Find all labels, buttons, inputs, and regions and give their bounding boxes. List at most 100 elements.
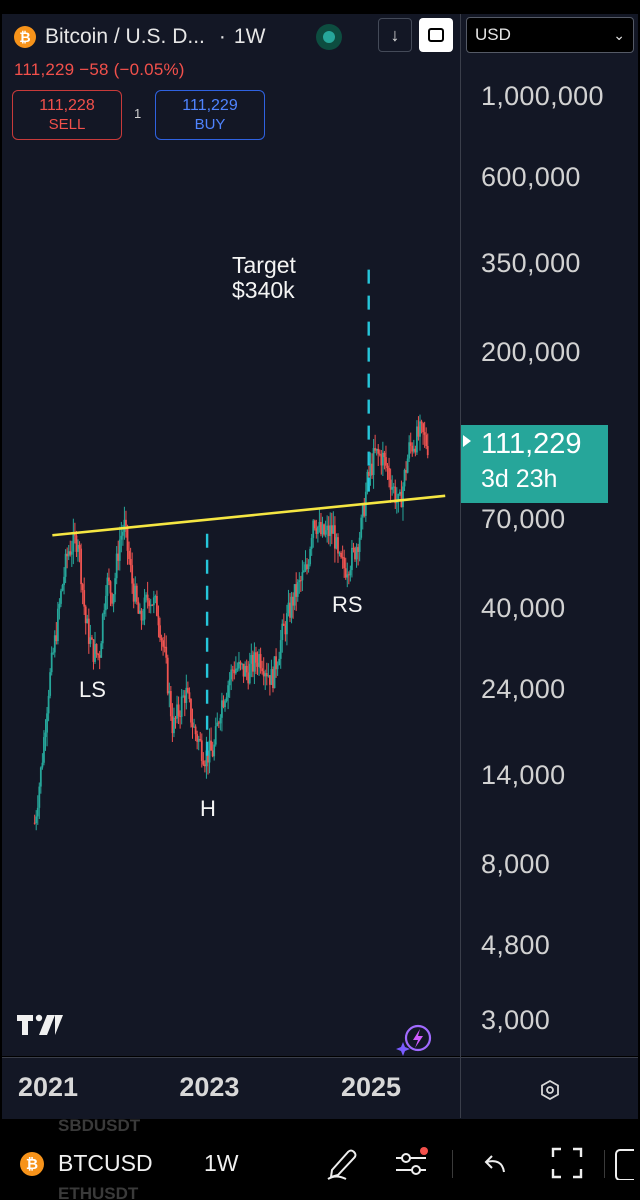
- candle-body: [109, 581, 112, 594]
- candle-body: [268, 675, 271, 685]
- candle-body: [225, 697, 228, 702]
- candle-body: [168, 691, 171, 694]
- candle-body: [344, 568, 347, 578]
- chart-pane[interactable]: [2, 14, 460, 1056]
- candle-body: [381, 452, 384, 466]
- candle-body: [182, 695, 185, 697]
- candle-body: [321, 524, 324, 535]
- candle-body: [125, 519, 127, 526]
- candle-body: [84, 606, 87, 624]
- price-axis[interactable]: [461, 14, 638, 1056]
- candle-body: [330, 525, 333, 534]
- candle-body: [248, 663, 251, 684]
- candle-body: [233, 670, 236, 674]
- candle-body: [120, 535, 123, 540]
- candle-body: [309, 548, 312, 565]
- title-separator: ·: [218, 25, 226, 48]
- candle-body: [310, 537, 313, 549]
- candle-body: [374, 448, 377, 451]
- candle-body: [53, 635, 56, 653]
- symbol-header[interactable]: ₿ Bitcoin / U.S. D... · 1W: [14, 22, 265, 52]
- candle-body: [236, 668, 239, 670]
- candle-body: [56, 608, 59, 642]
- candle-body: [275, 656, 277, 670]
- sparkle-icon[interactable]: [396, 1024, 436, 1058]
- sell-button[interactable]: 111,228 SELL: [12, 90, 122, 140]
- candle-body: [224, 701, 226, 708]
- candle-body: [256, 662, 259, 667]
- tradingview-logo[interactable]: [17, 1013, 65, 1037]
- candle-body: [335, 537, 338, 549]
- timeframe-label[interactable]: 1W: [233, 25, 266, 48]
- candle-body: [247, 672, 250, 684]
- candle-body: [103, 610, 106, 615]
- bottom-toolbar: SBDUSDT ₿ BTCUSD 1W ETHUSDT: [0, 1116, 640, 1200]
- candle-body: [106, 577, 109, 596]
- fullscreen-button[interactable]: [419, 18, 453, 52]
- candle-body: [49, 672, 52, 696]
- candle-body: [38, 786, 41, 808]
- candle-body: [307, 564, 310, 570]
- time-axis[interactable]: [2, 1057, 638, 1119]
- currency-select[interactable]: USD ⌄: [466, 17, 634, 53]
- candle-body: [369, 463, 372, 476]
- pen-icon[interactable]: [326, 1146, 358, 1180]
- candle-body: [123, 519, 126, 532]
- spread-value: 1: [134, 106, 142, 121]
- candle-body: [426, 445, 429, 456]
- price-tick-label: 4,800: [481, 930, 551, 961]
- candle-body: [171, 716, 174, 734]
- timeframe-button[interactable]: 1W: [204, 1150, 239, 1176]
- candle-body: [210, 740, 212, 751]
- candle-body: [208, 740, 211, 763]
- candlestick-chart: [33, 269, 446, 831]
- candle-body: [312, 520, 315, 538]
- candle-body: [346, 574, 349, 578]
- candle-body: [416, 426, 418, 453]
- candle-body: [281, 623, 284, 641]
- indicators-icon[interactable]: [394, 1146, 430, 1180]
- candle-body: [315, 528, 318, 534]
- candle-body: [301, 572, 304, 581]
- candle-body: [80, 548, 82, 585]
- price-change-line: 111,229 −58 (−0.05%): [14, 60, 185, 79]
- candle-body: [340, 552, 342, 558]
- candle-body: [64, 553, 67, 577]
- candle-body: [425, 434, 428, 446]
- candle-body: [272, 669, 274, 689]
- candle-body: [199, 738, 202, 741]
- symbol-button[interactable]: BTCUSD: [58, 1150, 153, 1176]
- price-tick-label: 3,000: [481, 1005, 551, 1035]
- candle-body: [200, 740, 203, 761]
- candle-body: [411, 445, 414, 452]
- more-icon[interactable]: [614, 1146, 634, 1180]
- candle-body: [39, 767, 42, 787]
- fullscreen-icon[interactable]: [550, 1146, 584, 1180]
- price-tick-label: 40,000: [481, 592, 566, 623]
- download-button[interactable]: ↓: [378, 18, 412, 52]
- candle-body: [163, 646, 166, 648]
- symbol-title[interactable]: Bitcoin / U.S. D...: [45, 25, 205, 48]
- buy-button[interactable]: 111,229 BUY: [155, 90, 265, 140]
- candle-body: [205, 750, 208, 767]
- download-icon: ↓: [390, 24, 400, 45]
- candle-body: [152, 597, 155, 606]
- candle-body: [63, 576, 65, 586]
- candle-body: [299, 580, 302, 582]
- candle-body: [287, 602, 290, 614]
- candle-body: [360, 517, 363, 538]
- candle-body: [70, 551, 73, 555]
- candle-body: [244, 665, 247, 677]
- candle-body: [43, 737, 45, 763]
- axis-settings-icon[interactable]: [540, 1080, 560, 1100]
- candle-body: [89, 637, 92, 644]
- undo-icon[interactable]: [482, 1146, 510, 1180]
- price-marker-icon: [463, 435, 471, 448]
- candle-body: [47, 695, 50, 714]
- candle-body: [58, 603, 61, 609]
- price-tick-label: 24,000: [481, 674, 566, 705]
- candle-body: [149, 604, 152, 607]
- candle-body: [132, 583, 135, 602]
- candle-body: [145, 594, 147, 598]
- candle-body: [216, 722, 219, 727]
